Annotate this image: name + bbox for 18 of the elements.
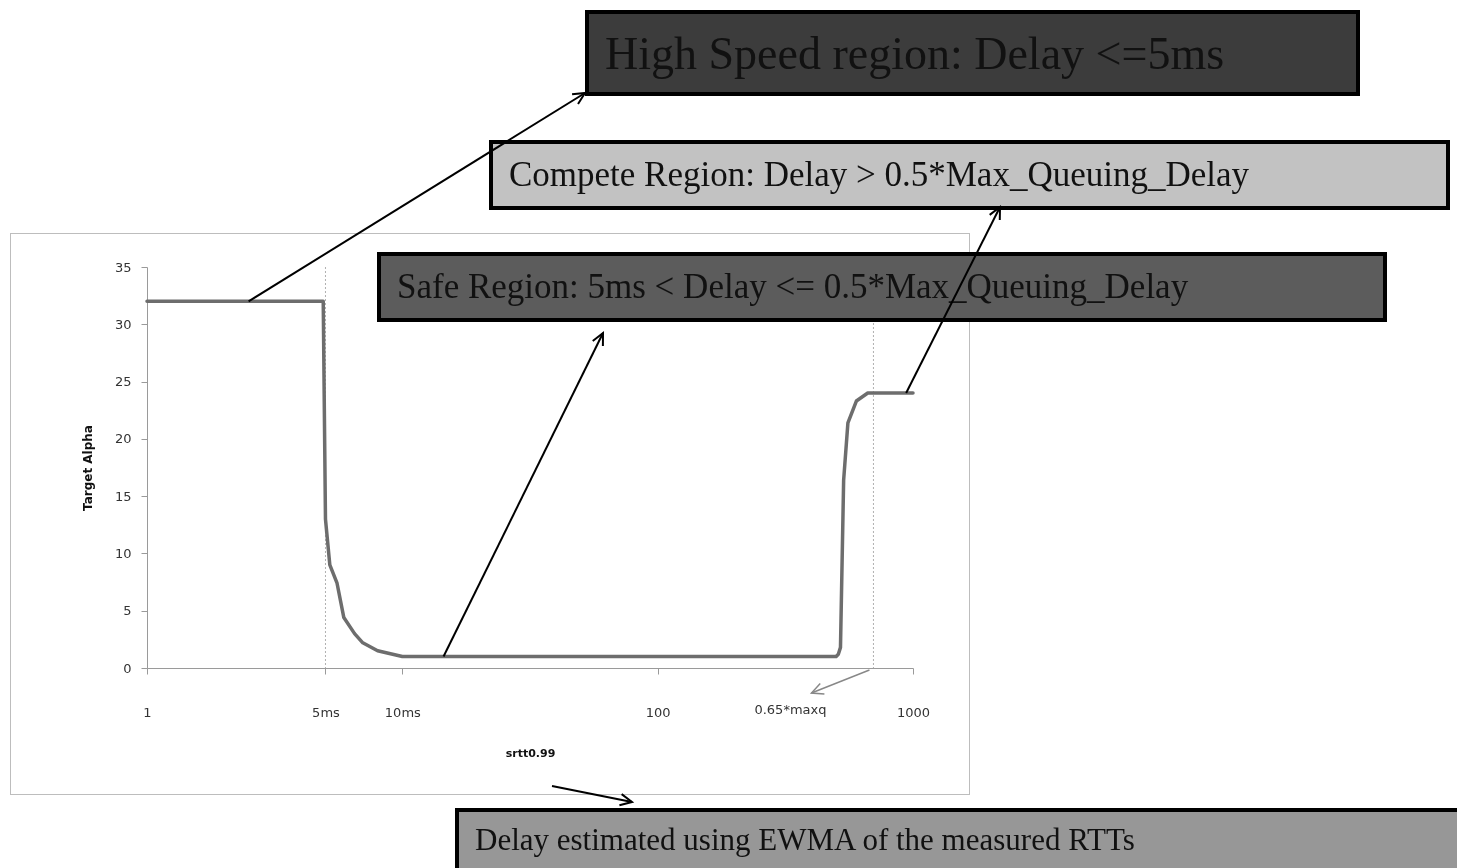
x-tick-label: 1 — [143, 704, 152, 720]
y-tick-label: 25 — [114, 374, 132, 390]
x-tick-label: 1000 — [896, 704, 931, 720]
y-tick-label: 35 — [114, 259, 132, 275]
text-box: Compete Region: Delay > 0.5*Max_Queuing_Delay — [489, 140, 1450, 210]
x-tick-label: 10ms — [384, 704, 422, 720]
x-axis-title: srtt0.99 — [505, 746, 556, 760]
y-tick-label: 20 — [114, 431, 132, 447]
ref-line-label: 0.65*maxq — [754, 702, 827, 717]
y-axis-title: Target Alpha — [80, 425, 95, 511]
x-tick-label: 5ms — [312, 704, 341, 720]
y-tick-label: 5 — [123, 603, 132, 619]
x-tick-label: 100 — [645, 704, 671, 720]
y-tick-label: 15 — [114, 488, 132, 504]
y-tick-label: 0 — [123, 660, 132, 676]
y-tick-label: 10 — [114, 545, 132, 561]
y-tick-label: 30 — [114, 316, 132, 332]
text-box: Delay estimated using EWMA of the measured RTTs — [455, 808, 1457, 868]
